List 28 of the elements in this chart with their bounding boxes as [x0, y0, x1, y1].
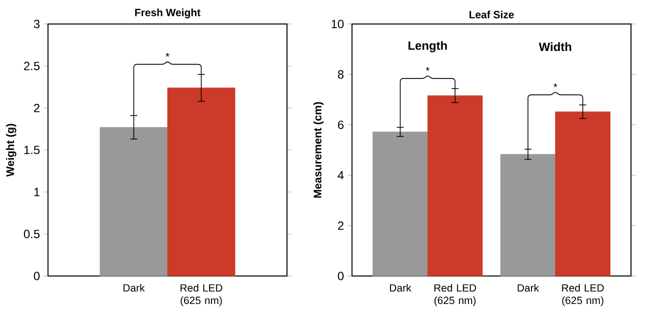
y-tick-label: 0.5 [24, 230, 40, 238]
y-tick-label: 2 [34, 104, 40, 112]
y-axis-title: Weight (g) [6, 124, 16, 177]
y-tick-label: 6 [338, 120, 344, 130]
chart-title: Fresh Weight [135, 8, 200, 18]
annotation: * [554, 83, 558, 88]
y-tick-label: 1 [34, 188, 40, 196]
y-tick-label: 4 [338, 171, 344, 180]
y-tick-label: 2.5 [24, 62, 40, 70]
y-axis-title: Measurement (cm) [313, 102, 324, 198]
annotation: * [166, 52, 170, 57]
x-tick-label: Dark [390, 284, 412, 292]
y-tick-label: 10 [332, 20, 344, 28]
chart-title: Leaf Size [470, 10, 514, 18]
y-tick-label: 0 [34, 272, 40, 280]
x-tick-label: Red LED (625 nm) [180, 284, 222, 306]
y-tick-label: 0 [338, 272, 344, 280]
x-tick-label: Red LED (625 nm) [562, 284, 604, 306]
annotation: Width [538, 42, 572, 52]
y-tick-label: 3 [34, 20, 40, 28]
y-tick-label: 2 [338, 221, 344, 230]
x-tick-label: Dark [124, 284, 145, 292]
annotation: Length [408, 41, 447, 52]
y-tick-label: 8 [338, 70, 344, 79]
annotation: * [426, 67, 430, 71]
y-tick-label: 1.5 [24, 146, 40, 154]
x-tick-label: Red LED (625 nm) [434, 284, 476, 306]
x-tick-label: Dark [518, 284, 540, 292]
